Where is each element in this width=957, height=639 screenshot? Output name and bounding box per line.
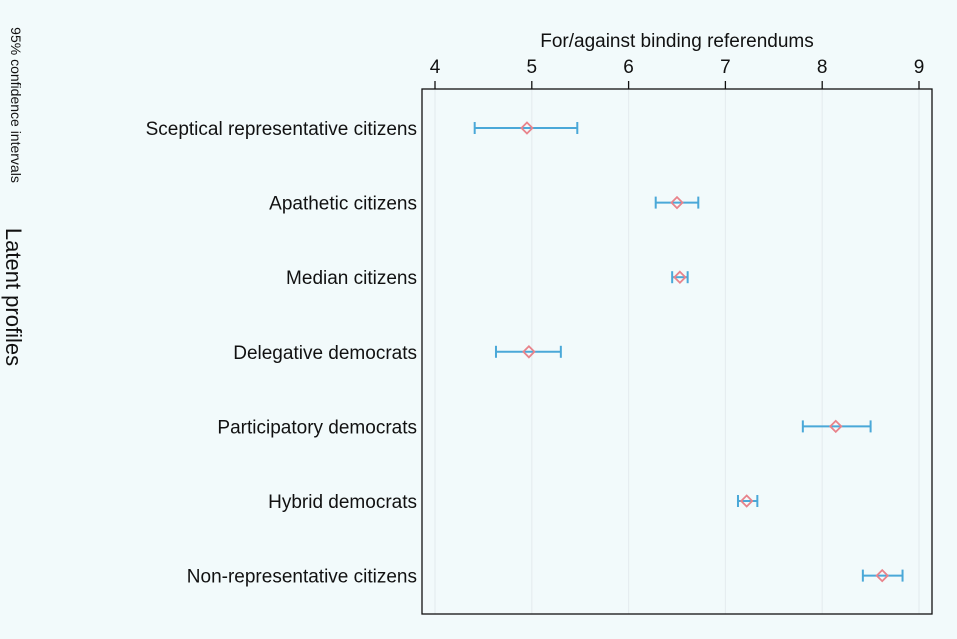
category-label: Delegative democrats [233, 343, 417, 364]
category-label: Sceptical representative citizens [146, 119, 417, 140]
category-label: Non-representative citizens [187, 567, 417, 588]
ci-row-0 [473, 121, 579, 135]
tick-label-x-4: 4 [430, 57, 441, 78]
ci-row-5 [736, 494, 759, 508]
category-label: Apathetic citizens [269, 194, 417, 215]
x-axis-ticks: 4 5 6 7 8 9 [430, 57, 925, 89]
category-label: Participatory democrats [217, 417, 417, 438]
tick-label-x-7: 7 [720, 57, 731, 78]
category-label: Median citizens [286, 268, 417, 289]
point-estimate-marker [670, 195, 684, 210]
tick-label-x-9: 9 [914, 57, 925, 78]
data-marks [473, 121, 904, 583]
point-estimate-marker [673, 270, 687, 284]
category-labels: Sceptical representative citizens Apathet… [146, 119, 417, 588]
ci-row-4 [801, 419, 872, 434]
tick-label-x-5: 5 [527, 57, 538, 78]
ci-row-3 [494, 345, 562, 359]
ci-row-2 [671, 270, 689, 284]
point-estimate-marker [739, 494, 754, 508]
ci-row-6 [861, 568, 904, 583]
plot-frame [421, 88, 933, 615]
point-estimate-marker [875, 568, 889, 583]
x-axis-title: For/against binding referendums [540, 31, 814, 52]
point-estimate-marker [828, 419, 843, 434]
category-label: Hybrid democrats [268, 492, 417, 513]
tick-label-x-6: 6 [623, 57, 634, 78]
point-estimate-marker [522, 345, 536, 359]
ci-row-1 [654, 195, 700, 210]
gridlines [434, 89, 920, 614]
point-estimate-marker [520, 121, 534, 135]
confidence-interval-note: 95% confidence intervals [8, 27, 24, 183]
y-axis-title: Latent profiles [1, 228, 26, 366]
tick-label-x-8: 8 [817, 57, 828, 78]
